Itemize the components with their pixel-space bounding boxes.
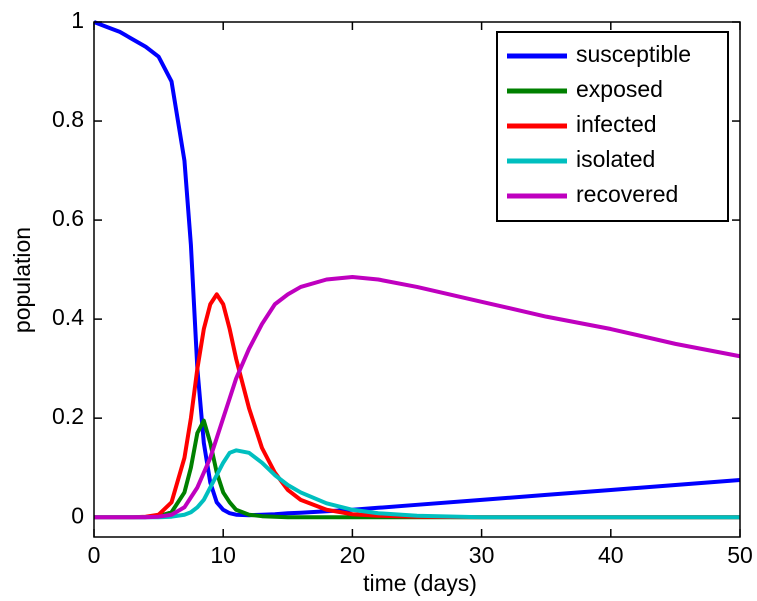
series-line [94,292,740,520]
x-tick-label: 50 [727,542,753,568]
series-line [94,418,740,520]
y-tick-label: 0.6 [52,205,84,231]
series-line [94,275,741,520]
x-tick-label: 30 [469,542,495,568]
y-tick-label: 0.8 [52,106,84,132]
x-tick-label: 0 [88,542,101,568]
x-tick-label: 20 [340,542,366,568]
x-tick-label: 10 [210,542,236,568]
y-tick-label: 0.4 [52,304,84,330]
legend-box [496,31,729,222]
legend-label: isolated [576,146,655,172]
y-tick-label: 0.2 [52,403,84,429]
legend-label: infected [576,111,657,137]
legend-label: recovered [576,181,678,207]
y-tick-label: 0 [71,502,84,528]
legend-label: exposed [576,76,663,102]
x-axis-label: time (days) [363,570,477,596]
x-tick-label: 40 [598,542,624,568]
series-line [93,20,741,518]
legend-label: susceptible [576,41,691,67]
plot-frame [93,21,741,538]
y-tick-label: 1 [71,7,84,33]
y-axis-label: population [9,227,35,333]
